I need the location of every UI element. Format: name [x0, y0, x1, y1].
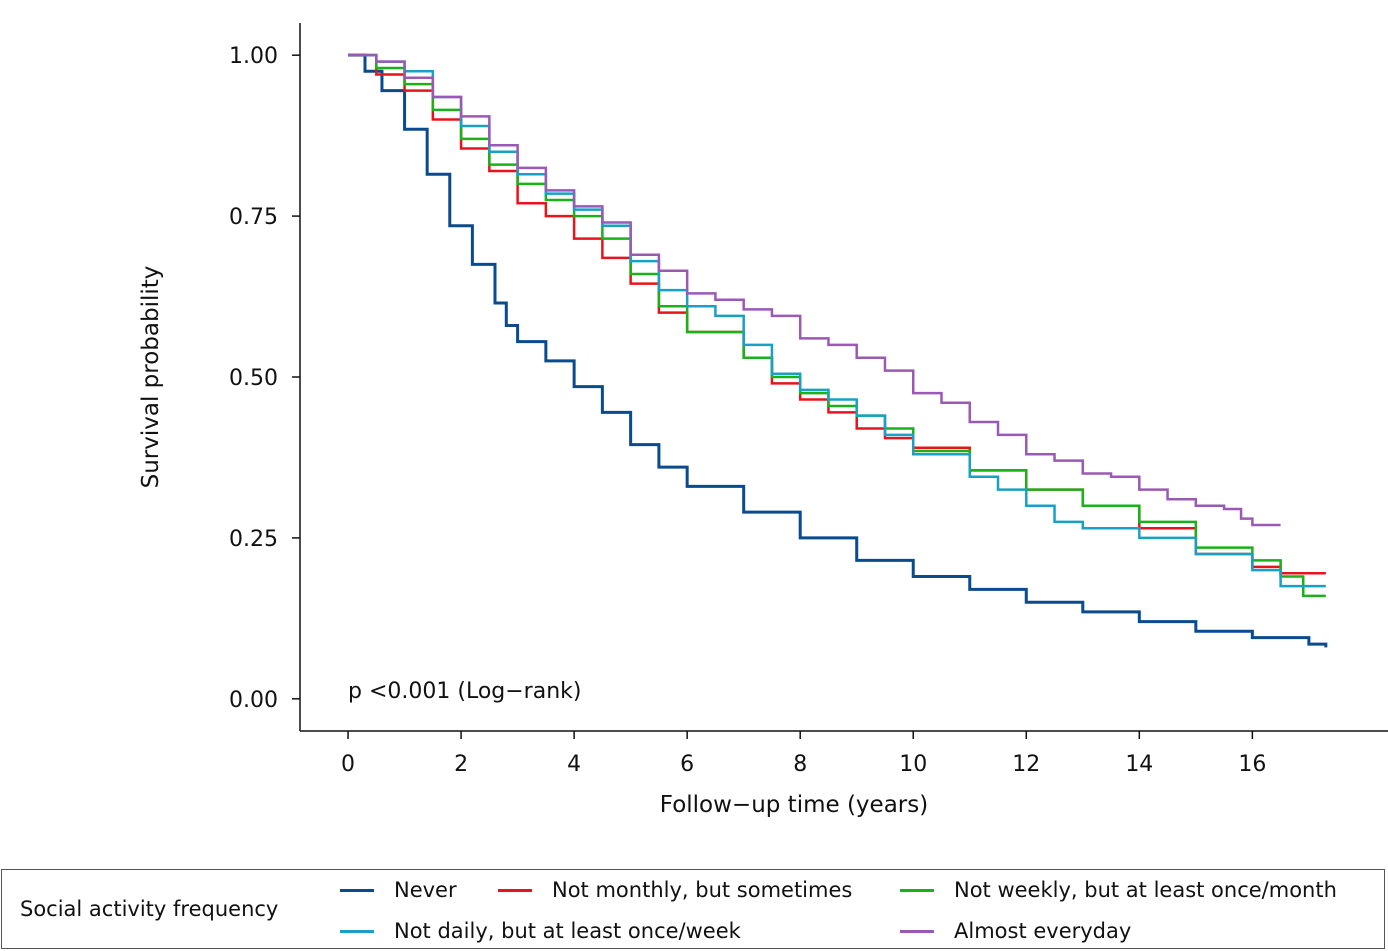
log-rank-annotation: p <0.001 (Log−rank) — [348, 679, 581, 704]
x-tick-label: 16 — [1238, 752, 1266, 777]
y-tick-label: 1.00 — [229, 44, 278, 69]
legend-title: Social activity frequency — [20, 897, 279, 921]
x-tick-label: 2 — [454, 752, 468, 777]
legend-label: Almost everyday — [954, 919, 1132, 943]
y-axis-title: Survival probability — [138, 266, 164, 489]
y-tick-label: 0.50 — [229, 366, 278, 391]
series-line-0 — [348, 53, 1328, 648]
legend-swatch — [340, 888, 374, 892]
legend-item: Not weekly, but at least once/month — [900, 878, 1337, 902]
x-tick-label: 4 — [567, 752, 581, 777]
y-tick-label: 0.25 — [229, 527, 278, 552]
series-line-3 — [348, 53, 1326, 588]
axes: 0.00 0.25 0.50 0.75 1.00 0 2 4 6 8 10 12 14 16 — [229, 23, 1388, 777]
x-tick-label: 12 — [1012, 752, 1040, 777]
x-axis-title: Follow−up time (years) — [660, 792, 928, 818]
x-tick-label: 14 — [1125, 752, 1153, 777]
legend-swatch — [900, 929, 934, 933]
y-tick-label: 0.75 — [229, 205, 278, 230]
legend-item: Not daily, but at least once/week — [340, 919, 741, 943]
x-tick-label: 10 — [899, 752, 927, 777]
legend-label: Not weekly, but at least once/month — [954, 878, 1337, 902]
survival-chart: 0.00 0.25 0.50 0.75 1.00 0 2 4 6 8 10 12 14 16 Follow… — [138, 23, 1388, 818]
legend-label: Not monthly, but sometimes — [552, 878, 853, 902]
y-tick-label: 0.00 — [229, 688, 278, 713]
legend-item: Not monthly, but sometimes — [498, 878, 852, 902]
legend-label: Not daily, but at least once/week — [394, 919, 741, 943]
legend-item: Never — [340, 878, 457, 902]
legend-label: Never — [394, 878, 457, 902]
series-line-1 — [348, 53, 1326, 575]
legend-swatch — [900, 888, 934, 892]
x-tick-label: 0 — [341, 752, 355, 777]
legend: Social activity frequency Never Not month… — [1, 869, 1385, 949]
legend-swatch — [340, 929, 374, 933]
legend-item: Almost everyday — [900, 919, 1131, 943]
x-tick-label: 8 — [793, 752, 807, 777]
series-line-4 — [348, 53, 1281, 527]
series-line-2 — [348, 53, 1326, 598]
series-lines — [348, 53, 1328, 648]
legend-swatch — [498, 888, 532, 892]
x-tick-label: 6 — [680, 752, 694, 777]
